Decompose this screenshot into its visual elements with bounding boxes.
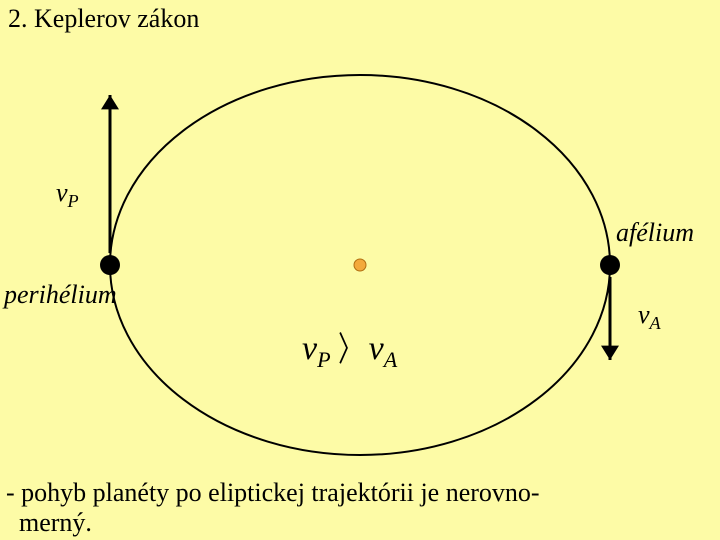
diagram-svg	[0, 0, 720, 540]
page-title: 2. Keplerov zákon	[8, 4, 199, 34]
formula-label: vP〉vA	[302, 320, 397, 373]
planet-perihelion-icon	[100, 255, 120, 275]
vp-label: vP	[56, 178, 79, 212]
va-label: vA	[638, 300, 661, 334]
bottom-text-line2: merný.	[6, 508, 92, 538]
afelium-label: afélium	[616, 218, 694, 248]
sun-icon	[354, 259, 366, 271]
perihelium-label: perihélium	[4, 280, 117, 310]
bottom-text-line1: - pohyb planéty po eliptickej trajektóri…	[6, 478, 540, 508]
planet-aphelion-icon	[600, 255, 620, 275]
